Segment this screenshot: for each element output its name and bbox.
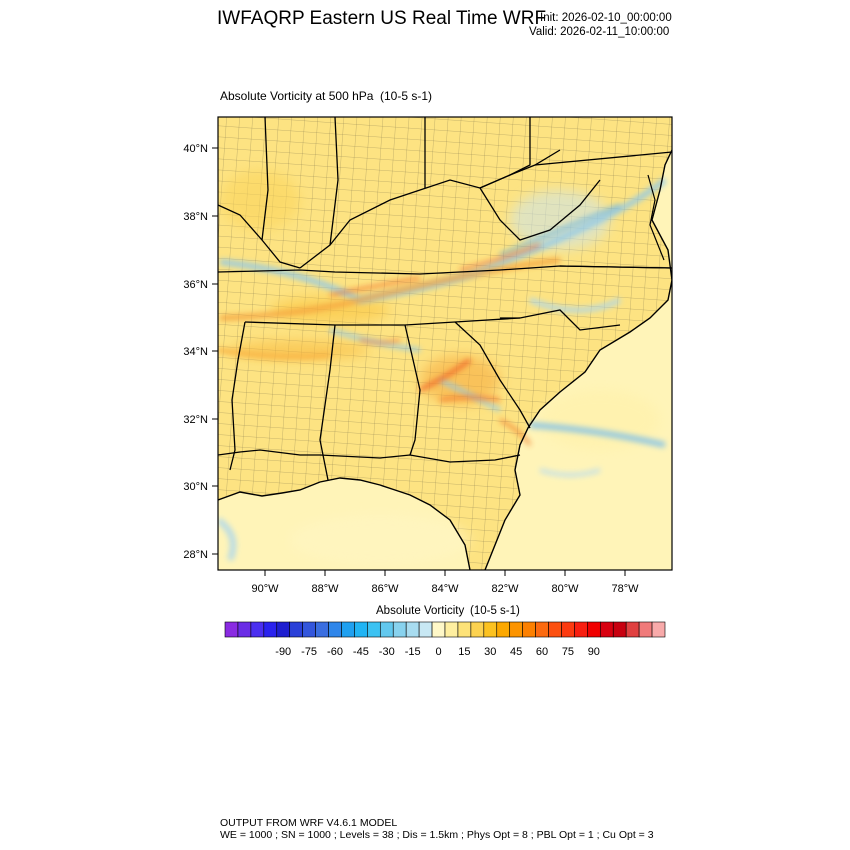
state-boundaries — [218, 117, 672, 481]
lat-tick-label: 38°N — [183, 211, 208, 223]
colorbar-swatch — [651, 621, 666, 638]
colorbar-title: Absolute Vorticity — [376, 605, 465, 617]
colorbar-swatch — [250, 621, 265, 638]
colorbar-swatch — [367, 621, 381, 638]
colorbar-tick-label: 0 — [435, 646, 441, 658]
colorbar-tick-label: 90 — [588, 646, 600, 658]
colorbar-swatch — [341, 621, 355, 638]
colorbar-swatch — [599, 621, 614, 638]
lon-tick-label: 78°W — [611, 583, 639, 595]
lat-tick-label: 28°N — [183, 549, 208, 561]
colorbar-tick-label: -15 — [405, 646, 421, 658]
colorbar-tick-labels: -90 -75 -60 -45 -30 -15 0 15 30 45 60 75 90 — [275, 646, 600, 658]
colorbar-swatch — [470, 621, 485, 638]
axis-ticks — [212, 147, 626, 576]
colorbar-swatch — [587, 621, 601, 638]
lon-tick-label: 88°W — [311, 583, 339, 595]
footer-model: OUTPUT FROM WRF V4.6.1 MODEL — [220, 817, 398, 829]
colorbar-swatch — [431, 621, 446, 638]
colorbar-swatch — [302, 621, 316, 638]
colorbar-swatch — [315, 621, 329, 638]
lat-tick-label: 34°N — [183, 346, 208, 358]
colorbar-tick-label: 30 — [484, 646, 496, 658]
colorbar-tick-label: 15 — [458, 646, 470, 658]
colorbar-tick-label: -60 — [327, 646, 343, 658]
colorbar-swatch — [522, 621, 536, 638]
colorbar-swatch — [392, 621, 407, 638]
positive-vorticity-streaks — [218, 244, 561, 446]
colorbar-swatch — [237, 621, 252, 638]
lat-tick-label: 40°N — [183, 143, 208, 155]
lon-tick-label: 80°W — [551, 583, 579, 595]
colorbar-tick-label: -30 — [379, 646, 395, 658]
page-title: IWFAQRP Eastern US Real Time WRF — [217, 8, 547, 29]
valid-time: Valid: 2026-02-11_10:00:00 — [529, 26, 670, 38]
colorbar-swatch — [535, 621, 549, 638]
colorbar — [224, 621, 666, 638]
axis-tick-labels: 40°N 38°N 36°N 34°N 32°N 30°N 28°N 90°W 88°W 86°W… — [183, 143, 639, 595]
colorbar-tick-label: 60 — [536, 646, 548, 658]
colorbar-swatch — [548, 621, 562, 638]
lat-tick-label: 32°N — [183, 414, 208, 426]
colorbar-swatch — [625, 621, 640, 638]
colorbar-swatch — [496, 621, 511, 638]
colorbar-tick-label: -75 — [301, 646, 317, 658]
colorbar-swatch — [444, 621, 459, 638]
init-time: Init: 2026-02-10_00:00:00 — [540, 12, 672, 24]
colorbar-swatch — [612, 621, 627, 638]
colorbar-swatch — [405, 621, 420, 638]
colorbar-swatch — [276, 621, 291, 638]
map-area — [218, 117, 672, 570]
colorbar-tick-label: -45 — [353, 646, 369, 658]
lon-tick-label: 86°W — [371, 583, 399, 595]
colorbar-swatch — [561, 621, 575, 638]
lat-tick-label: 30°N — [183, 481, 208, 493]
coastline — [218, 149, 672, 570]
colorbar-swatch — [509, 621, 523, 638]
colorbar-tick-label: -90 — [275, 646, 291, 658]
colorbar-swatch — [289, 621, 303, 638]
colorbar-swatch — [483, 621, 498, 638]
field-label: Absolute Vorticity at 500 hPa — [220, 89, 374, 103]
colorbar-swatch — [328, 621, 342, 638]
colorbar-swatch — [263, 621, 278, 638]
colorbar-swatch — [418, 621, 433, 638]
field-units: (10-5 s-1) — [380, 89, 433, 103]
colorbar-swatch — [638, 621, 653, 638]
colorbar-tick-label: 75 — [562, 646, 574, 658]
colorbar-units: (10-5 s-1) — [470, 605, 520, 617]
lat-tick-label: 36°N — [183, 279, 208, 291]
footer-config: WE = 1000 ; SN = 1000 ; Levels = 38 ; Di… — [220, 829, 654, 841]
lon-tick-label: 90°W — [251, 583, 279, 595]
lon-tick-label: 82°W — [491, 583, 519, 595]
colorbar-swatch — [224, 621, 239, 638]
colorbar-swatch — [574, 621, 588, 638]
colorbar-swatch — [354, 621, 368, 638]
colorbar-tick-label: 45 — [510, 646, 522, 658]
colorbar-swatch — [457, 621, 472, 638]
colorbar-swatch — [379, 621, 394, 638]
chesapeake-bay — [647, 174, 665, 261]
lon-tick-label: 84°W — [431, 583, 459, 595]
